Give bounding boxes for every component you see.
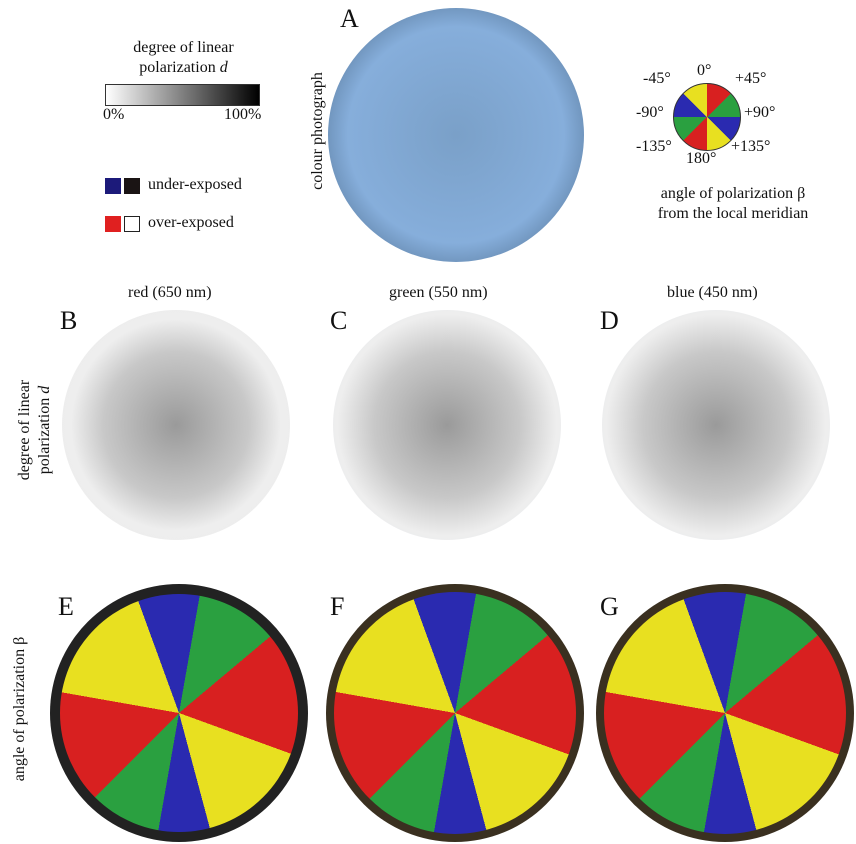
legend-title-line: degree of linear [133,39,233,56]
angle-tick: -45° [643,70,671,88]
gradient-bar [105,84,260,106]
caption-line: angle of polarization β [661,185,806,202]
row-label: angle of polarization β [11,619,29,799]
panel-label: D [600,306,619,336]
angle-tick: -135° [636,138,672,156]
colour-photograph [328,8,584,262]
photo-label: colour photograph [309,61,327,201]
angle-tick: 180° [686,150,716,168]
row-label-line: degree of linear [16,380,33,480]
swatch [124,216,140,232]
angle-image-rim [50,584,308,842]
degree-image [62,310,290,540]
angle-tick: +90° [744,104,775,122]
min-label: 0% [103,106,124,124]
row-label-line: polarization [36,398,53,474]
legend-label: under-exposed [148,176,242,194]
angle-tick: 0° [697,62,711,80]
column-header: blue (450 nm) [667,284,758,302]
row-symbol: d [36,386,53,394]
panel-label: A [340,4,359,34]
angle-image [60,594,298,832]
panel-label: G [600,592,619,622]
panel-label: C [330,306,347,336]
max-label: 100% [224,106,261,124]
caption-line: from the local meridian [658,205,809,222]
row-label: degree of linear polarization d [15,345,55,515]
swatch [105,178,121,194]
swatch [105,216,121,232]
angle-image [334,592,576,834]
panel-label: E [58,592,74,622]
legend-symbol: d [220,59,228,76]
angle-tick: +45° [735,70,766,88]
degree-image [602,310,830,540]
degree-image [333,310,561,540]
legend-title: degree of linear polarization d [116,38,251,78]
column-header: red (650 nm) [128,284,212,302]
column-header: green (550 nm) [389,284,488,302]
legend-label: over-exposed [148,214,234,232]
legend-title-line: polarization [139,59,215,76]
angle-image-rim [326,584,584,842]
angle-image-rim [596,584,854,842]
figure: degree of linear polarization d 0% 100% … [0,0,856,844]
angle-tick: -90° [636,104,664,122]
angle-tick: +135° [731,138,770,156]
angle-caption: angle of polarization β from the local m… [638,184,828,224]
swatch [124,178,140,194]
panel-label: F [330,592,344,622]
panel-label: B [60,306,77,336]
angle-image [604,592,846,834]
